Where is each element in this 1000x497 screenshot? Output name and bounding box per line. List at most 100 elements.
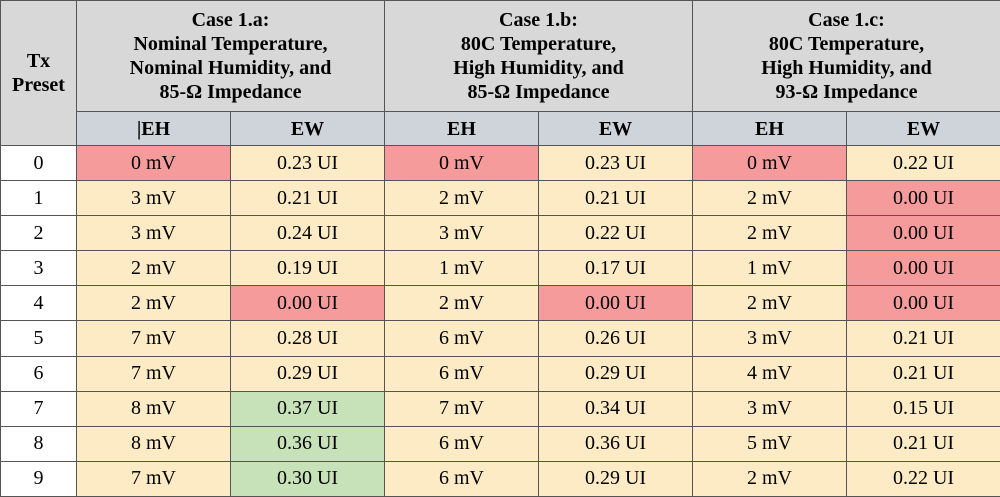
ew-1c-cell: 0.21 UI xyxy=(846,355,1000,392)
sub-header-eh: EH xyxy=(692,111,847,146)
case-1c-title: Case 1.c: xyxy=(808,9,885,31)
ew-1a-cell: 0.37 UI xyxy=(230,390,385,427)
case-1b-title: Case 1.b: xyxy=(499,9,578,31)
sub-header-eh: EH xyxy=(384,111,539,146)
ew-1b-cell: 0.29 UI xyxy=(538,460,693,497)
tx-preset-header: Tx Preset xyxy=(0,0,77,146)
eh-1c-cell: 5 mV xyxy=(692,425,847,462)
ew-1a-cell: 0.29 UI xyxy=(230,355,385,392)
case-1a-header: Case 1.a: Nominal Temperature, Nominal H… xyxy=(76,0,385,112)
eh-1b-cell: 6 mV xyxy=(384,320,539,357)
sub-header-ew: EW xyxy=(538,111,693,146)
ew-1b-cell: 0.21 UI xyxy=(538,180,693,217)
eh-1a-cell: 8 mV xyxy=(76,390,231,427)
ew-1b-cell: 0.00 UI xyxy=(538,285,693,322)
preset-cell: 0 xyxy=(0,144,77,182)
case-1b-humidity: High Humidity, and xyxy=(453,57,624,79)
ew-1b-cell: 0.34 UI xyxy=(538,390,693,427)
sub-header-row: |EH EW EH EW EH EW xyxy=(1,111,1000,146)
case-1c-humidity: High Humidity, and xyxy=(761,57,932,79)
case-1a-temp: Nominal Temperature, xyxy=(133,33,328,55)
ew-1c-cell: 0.00 UI xyxy=(846,285,1000,322)
eh-1c-cell: 4 mV xyxy=(692,355,847,392)
case-1a-humidity: Nominal Humidity, and xyxy=(129,57,332,79)
preset-cell: 5 xyxy=(0,320,77,357)
eh-1a-cell: 7 mV xyxy=(76,460,231,497)
ew-1c-cell: 0.22 UI xyxy=(846,460,1000,497)
eh-1c-cell: 0 mV xyxy=(692,144,847,182)
eh-1a-cell: 0 mV xyxy=(76,144,231,182)
ew-1a-cell: 0.19 UI xyxy=(230,250,385,287)
eh-1c-cell: 1 mV xyxy=(692,250,847,287)
sub-header-eh: |EH xyxy=(76,111,231,146)
eh-1b-cell: 6 mV xyxy=(384,355,539,392)
sub-header-ew: EW xyxy=(230,111,385,146)
eh-1b-cell: 2 mV xyxy=(384,285,539,322)
sub-header-ew: EW xyxy=(846,111,1000,146)
tx-preset-label: Tx Preset xyxy=(12,50,65,96)
preset-cell: 2 xyxy=(0,215,77,252)
eh-1b-cell: 6 mV xyxy=(384,460,539,497)
ew-1a-cell: 0.36 UI xyxy=(230,425,385,462)
ew-1a-cell: 0.23 UI xyxy=(230,144,385,182)
eh-1c-cell: 2 mV xyxy=(692,180,847,217)
eh-1c-cell: 2 mV xyxy=(692,460,847,497)
preset-cell: 6 xyxy=(0,355,77,392)
case-1b-header: Case 1.b: 80C Temperature, High Humidity… xyxy=(384,0,693,112)
ew-1b-cell: 0.29 UI xyxy=(538,355,693,392)
ew-1c-cell: 0.15 UI xyxy=(846,390,1000,427)
eh-1a-cell: 3 mV xyxy=(76,215,231,252)
case-1b-temp: 80C Temperature, xyxy=(460,33,617,55)
case-1c-header: Case 1.c: 80C Temperature, High Humidity… xyxy=(692,0,1000,112)
preset-cell: 9 xyxy=(0,460,77,497)
ew-1c-cell: 0.21 UI xyxy=(846,320,1000,357)
preset-cell: 1 xyxy=(0,180,77,217)
eh-1b-cell: 1 mV xyxy=(384,250,539,287)
case-1c-temp: 80C Temperature, xyxy=(768,33,925,55)
eh-1a-cell: 8 mV xyxy=(76,425,231,462)
ew-1b-cell: 0.22 UI xyxy=(538,215,693,252)
preset-cell: 4 xyxy=(0,285,77,322)
case-1c-impedance: 93-Ω Impedance xyxy=(775,81,918,103)
ew-1c-cell: 0.21 UI xyxy=(846,425,1000,462)
ew-1b-cell: 0.23 UI xyxy=(538,144,693,182)
ew-1c-cell: 0.00 UI xyxy=(846,215,1000,252)
ew-1c-cell: 0.00 UI xyxy=(846,250,1000,287)
case-header-row: Tx Preset Case 1.a: Nominal Temperature,… xyxy=(0,0,1000,146)
eh-1b-cell: 0 mV xyxy=(384,144,539,182)
preset-cell: 8 xyxy=(0,425,77,462)
eh-1a-cell: 2 mV xyxy=(76,285,231,322)
ew-1a-cell: 0.24 UI xyxy=(230,215,385,252)
ew-1a-cell: 0.30 UI xyxy=(230,460,385,497)
ew-1b-cell: 0.17 UI xyxy=(538,250,693,287)
case-1a-impedance: 85-Ω Impedance xyxy=(159,81,302,103)
ew-1b-cell: 0.36 UI xyxy=(538,425,693,462)
eh-1b-cell: 2 mV xyxy=(384,180,539,217)
ew-1b-cell: 0.26 UI xyxy=(538,320,693,357)
preset-cell: 7 xyxy=(0,390,77,427)
ew-1c-cell: 0.00 UI xyxy=(846,180,1000,217)
eh-1b-cell: 7 mV xyxy=(384,390,539,427)
eh-1a-cell: 7 mV xyxy=(76,320,231,357)
preset-cell: 3 xyxy=(0,250,77,287)
ew-1c-cell: 0.22 UI xyxy=(846,144,1000,182)
ew-1a-cell: 0.21 UI xyxy=(230,180,385,217)
eh-1c-cell: 3 mV xyxy=(692,320,847,357)
case-1b-impedance: 85-Ω Impedance xyxy=(467,81,610,103)
eh-1b-cell: 3 mV xyxy=(384,215,539,252)
ew-1a-cell: 0.28 UI xyxy=(230,320,385,357)
eh-1a-cell: 2 mV xyxy=(76,250,231,287)
ew-1a-cell: 0.00 UI xyxy=(230,285,385,322)
eh-1a-cell: 7 mV xyxy=(76,355,231,392)
